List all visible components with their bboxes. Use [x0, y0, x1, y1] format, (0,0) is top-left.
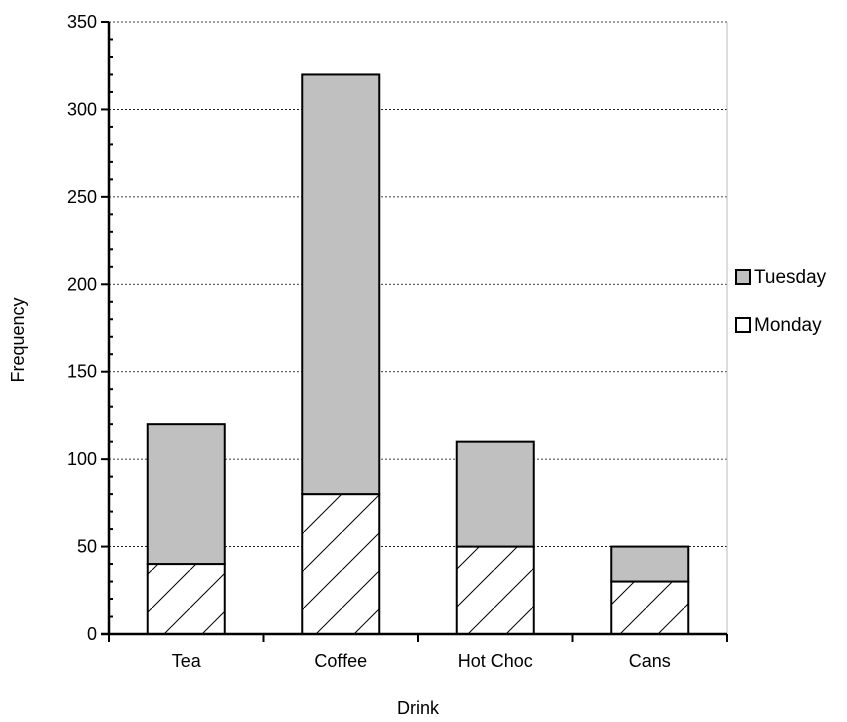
y-tick-label: 0 [87, 624, 97, 644]
x-tick-label: Coffee [314, 651, 367, 671]
bar-monday-hot-choc [455, 545, 535, 635]
legend: Tuesday Monday [735, 267, 827, 336]
x-axis-title: Drink [397, 698, 440, 718]
y-tick-label: 350 [67, 12, 97, 32]
legend-swatch-monday [735, 317, 751, 333]
y-tick-label: 150 [67, 362, 97, 382]
legend-swatch-tuesday [735, 269, 751, 285]
bar-tuesday-hot-choc [455, 440, 535, 548]
y-tick-label: 200 [67, 274, 97, 294]
legend-label-tuesday: Tuesday [754, 267, 827, 288]
bar-monday-tea [146, 563, 226, 635]
bar-monday-cans [610, 580, 690, 635]
x-tick-label: Tea [172, 651, 202, 671]
axes: Tea Coffee Hot Choc Cans 0 50 100 150 200 250 300 3… [67, 12, 728, 671]
x-tick-label: Cans [629, 651, 671, 671]
bar-tuesday-coffee [301, 73, 381, 496]
y-tick-label: 250 [67, 187, 97, 207]
y-axis-title: Frequency [8, 297, 28, 382]
x-tick-label: Hot Choc [458, 651, 533, 671]
bar-tuesday-cans [610, 545, 690, 583]
y-tick-label: 300 [67, 99, 97, 119]
bars [146, 73, 690, 635]
y-tick-label: 50 [77, 537, 97, 557]
y-tick-label: 100 [67, 449, 97, 469]
legend-label-monday: Monday [754, 315, 822, 336]
gridlines [109, 21, 728, 634]
bar-tuesday-tea [146, 423, 226, 566]
bar-monday-coffee [301, 493, 381, 635]
